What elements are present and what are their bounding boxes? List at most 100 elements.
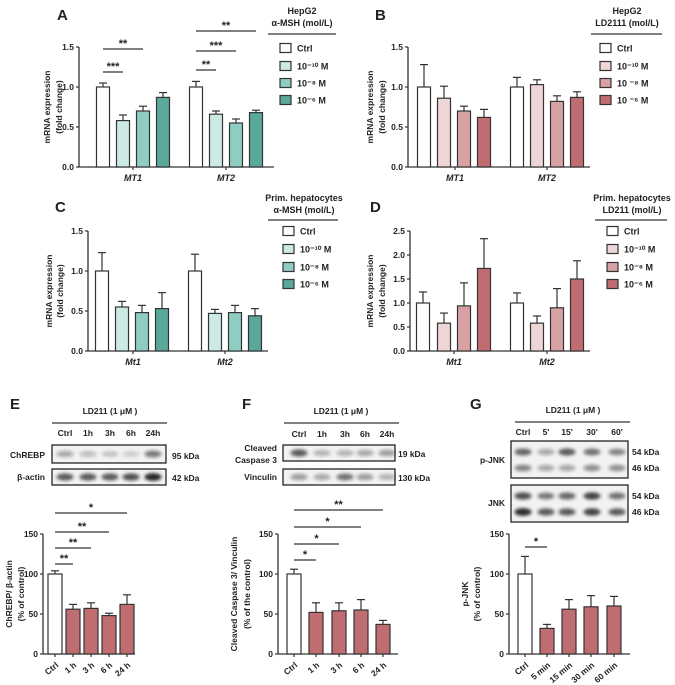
x-tick-label: 24 h bbox=[369, 660, 388, 679]
blot-band bbox=[608, 492, 626, 500]
legend-item: 10⁻⁶ M bbox=[624, 280, 653, 290]
blot-band bbox=[514, 492, 532, 500]
legend-swatch bbox=[279, 94, 292, 106]
bar bbox=[308, 611, 324, 655]
bar bbox=[353, 609, 369, 655]
blot-membrane bbox=[510, 484, 629, 523]
significance-label: * bbox=[89, 502, 94, 514]
y-axis-label: Cleaved Caspase 3/ Vinculin bbox=[229, 537, 239, 652]
blot-membrane bbox=[51, 444, 167, 464]
bar bbox=[119, 603, 135, 655]
x-tick-label: 15 min bbox=[547, 660, 574, 685]
y-axis-label: (fold change) bbox=[377, 264, 387, 318]
panel-d: D 0.0 0.5 1.0 1.5 2.0 2.5 mRNA expression (fold … bbox=[365, 193, 671, 367]
blot-title: LD211 (1 μM ) bbox=[546, 405, 601, 415]
western-blot: LD211 (1 μM ) Ctrl 1h 3h 6h 24h ChREBP 95 kDa β-… bbox=[10, 406, 200, 486]
panel-e: E 0 50 100 150 ChREBP/ β-actin (% of control) C… bbox=[4, 396, 200, 678]
blot-title: LD211 (1 μM ) bbox=[83, 406, 138, 416]
blot-band bbox=[336, 449, 354, 457]
y-tick-label: 100 bbox=[490, 569, 504, 579]
legend-item: Ctrl bbox=[300, 227, 316, 237]
lane-label: 3h bbox=[105, 428, 115, 438]
bar bbox=[517, 573, 533, 655]
y-tick-label: 100 bbox=[259, 569, 273, 579]
x-tick-label: MT2 bbox=[538, 173, 556, 183]
significance-label: * bbox=[303, 549, 308, 561]
legend-swatch bbox=[599, 42, 612, 54]
blot-band bbox=[122, 473, 140, 481]
y-axis-label: (fold change) bbox=[54, 80, 64, 134]
x-tick-label: 6 h bbox=[98, 660, 114, 676]
bar bbox=[248, 111, 264, 168]
legend-item: 10⁻⁸ M bbox=[300, 263, 329, 273]
x-tick-label: 24 h bbox=[113, 660, 132, 679]
y-tick-label: 150 bbox=[24, 529, 38, 539]
blot-title: LD211 (1 μM ) bbox=[314, 406, 369, 416]
bar bbox=[569, 278, 585, 352]
legend-item: 10⁻¹⁰ M bbox=[300, 245, 331, 255]
bar bbox=[436, 97, 452, 168]
blot-band bbox=[514, 464, 532, 472]
blot-band bbox=[56, 473, 74, 481]
y-tick-label: 1.0 bbox=[391, 82, 403, 92]
significance-label: ** bbox=[119, 38, 128, 50]
blot-band bbox=[290, 473, 308, 481]
blot-band bbox=[537, 448, 555, 456]
blot-band bbox=[313, 449, 331, 457]
y-tick-label: 0.5 bbox=[393, 322, 405, 332]
blot-membrane bbox=[51, 468, 167, 486]
blot-row-label: p-JNK bbox=[480, 455, 506, 465]
bar bbox=[101, 614, 117, 655]
western-blot: LD211 (1 μM ) Ctrl 1h 3h 6h 24h Cleaved Caspase… bbox=[235, 406, 430, 486]
x-tick-label: 1 h bbox=[305, 660, 321, 676]
legend-swatch bbox=[599, 60, 612, 72]
legend: HepG2 LD2111 (mol/L) Ctrl 10⁻¹⁰ M 10 ⁻⁸ M 10 … bbox=[591, 6, 662, 106]
x-tick-label: 30 min bbox=[569, 660, 596, 685]
molecular-weight-label: 46 kDa bbox=[632, 463, 660, 473]
blot-row-label: Cleaved bbox=[244, 443, 277, 453]
blot-band bbox=[378, 449, 396, 457]
blot-band bbox=[101, 473, 119, 481]
lane-label: 15' bbox=[561, 427, 572, 437]
blot-row-label: JNK bbox=[488, 498, 506, 508]
y-tick-label: 0.0 bbox=[62, 162, 74, 172]
bar bbox=[135, 110, 151, 168]
legend-swatch bbox=[606, 225, 619, 237]
bar bbox=[115, 119, 131, 168]
y-tick-label: 0 bbox=[499, 649, 504, 659]
legend-item: 10⁻⁸ M bbox=[624, 263, 653, 273]
legend-item: 10⁻¹⁰ M bbox=[624, 245, 655, 255]
lane-label: Ctrl bbox=[516, 427, 531, 437]
legend-swatch bbox=[279, 42, 292, 54]
blot-band bbox=[514, 448, 532, 456]
legend-swatch bbox=[279, 60, 292, 72]
blot-band bbox=[122, 451, 140, 457]
bar bbox=[208, 113, 224, 168]
x-tick-label: Mt1 bbox=[125, 357, 141, 367]
y-tick-label: 1.5 bbox=[391, 42, 403, 52]
legend-item: Ctrl bbox=[297, 44, 313, 54]
bar bbox=[247, 315, 263, 352]
blot-membrane bbox=[510, 440, 629, 479]
legend-title: LD211 (mol/L) bbox=[602, 205, 661, 215]
blot-band bbox=[79, 473, 97, 481]
bar bbox=[227, 312, 243, 352]
legend-title: Prim. hepatocytes bbox=[593, 193, 671, 203]
y-axis-label: (% of control) bbox=[16, 566, 26, 621]
blot-band bbox=[537, 492, 555, 500]
molecular-weight-label: 42 kDa bbox=[172, 473, 200, 483]
bar bbox=[47, 573, 63, 655]
blot-membrane bbox=[282, 444, 396, 462]
y-tick-label: 2.5 bbox=[393, 226, 405, 236]
lane-label: 6h bbox=[126, 428, 136, 438]
blot-band bbox=[356, 449, 374, 457]
y-tick-label: 0 bbox=[268, 649, 273, 659]
x-tick-label: Ctrl bbox=[43, 660, 61, 677]
y-tick-label: 1.0 bbox=[62, 82, 74, 92]
y-axis-label: mRNA expression bbox=[44, 255, 54, 328]
bar bbox=[187, 270, 203, 352]
x-tick-label: 6 h bbox=[350, 660, 366, 676]
blot-band bbox=[356, 473, 374, 481]
blot-row-label: ChREBP bbox=[10, 450, 45, 460]
blot-row-label: Vinculin bbox=[244, 472, 277, 482]
